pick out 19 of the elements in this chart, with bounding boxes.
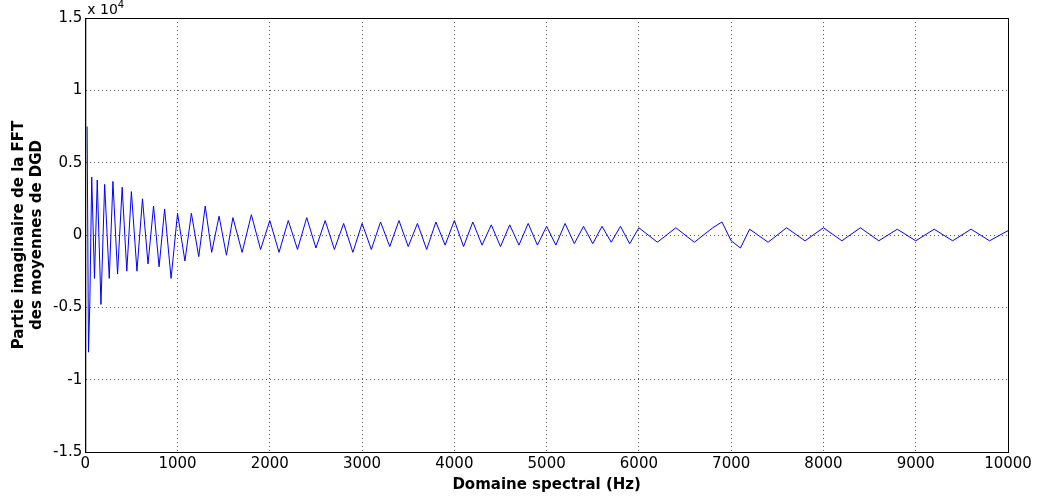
y-tick-label: 0 <box>72 224 83 243</box>
x-tick-label: 8000 <box>804 453 843 472</box>
x-axis-title: Domaine spectral (Hz) <box>452 474 641 493</box>
x-tick-label: 7000 <box>712 453 751 472</box>
x-tick-label: 3000 <box>342 453 382 472</box>
x-tick-label: 2000 <box>250 453 289 472</box>
x-tick-label: 9000 <box>896 453 935 472</box>
y-tick-label: -1 <box>67 369 83 388</box>
y-axis-title: Partie imaginaire de la FFT des moyennes de DGD <box>8 119 45 350</box>
text: x 10$^{4}$ <box>87 0 125 17</box>
x-tick-label: 4000 <box>435 453 474 472</box>
y-tick-label: 1 <box>72 80 83 99</box>
y-tick-label: 0.5 <box>58 152 83 171</box>
x-tick-label: 5000 <box>527 453 566 472</box>
y-tick-label: 1.5 <box>58 7 83 26</box>
x-tick-label: 1000 <box>158 453 197 472</box>
x-tick-label: 10000 <box>984 453 1032 472</box>
y-tick-label: -0.5 <box>52 297 83 316</box>
x-tick-label: 6000 <box>619 453 658 472</box>
